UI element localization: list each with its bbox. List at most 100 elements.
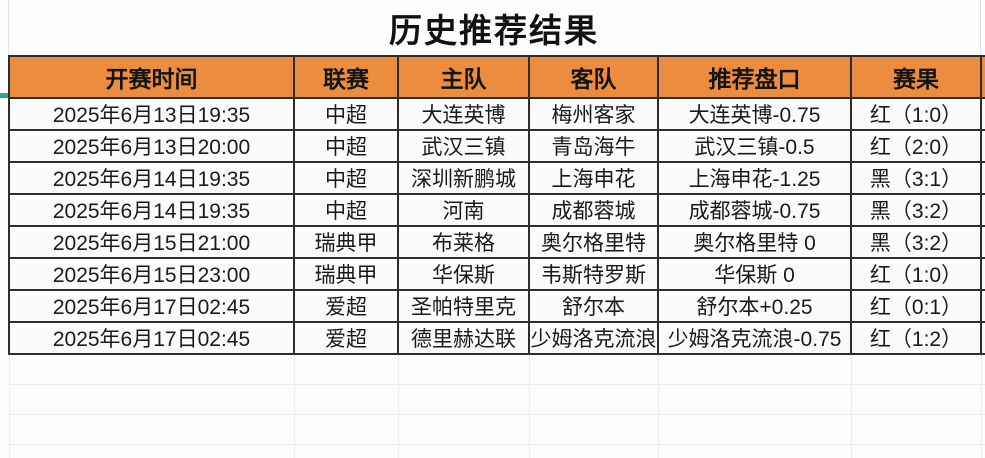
empty-cell: [980, 444, 985, 458]
title-bar: 历史推荐结果: [8, 0, 980, 55]
cell-away-team[interactable]: 舒尔本: [528, 289, 659, 323]
cell-result[interactable]: 黑（3:2）: [850, 193, 982, 227]
empty-cell[interactable]: [528, 444, 659, 458]
empty-cell[interactable]: [657, 384, 852, 415]
cell-home-team[interactable]: 德里赫达联: [397, 321, 530, 355]
cell-league[interactable]: 中超: [293, 161, 399, 195]
empty-cell: [980, 353, 985, 385]
cell-league[interactable]: 中超: [293, 129, 399, 163]
empty-cell: [980, 384, 985, 415]
cell-home-team[interactable]: 布莱格: [397, 225, 530, 259]
header-kickoff-time[interactable]: 开赛时间: [8, 55, 295, 99]
cell-away-team[interactable]: 少姆洛克流浪: [528, 321, 659, 355]
empty-cell[interactable]: [293, 353, 399, 385]
cell-kickoff-time[interactable]: 2025年6月14日19:35: [8, 161, 295, 195]
cell-clipped: [980, 161, 985, 195]
header-league[interactable]: 联赛: [293, 55, 399, 99]
cell-home-team[interactable]: 深圳新鹏城: [397, 161, 530, 195]
cell-clipped: [980, 289, 985, 323]
cell-clipped: [980, 225, 985, 259]
cell-away-team[interactable]: 青岛海牛: [528, 129, 659, 163]
empty-cell[interactable]: [657, 353, 852, 385]
cell-result[interactable]: 红（1:0）: [850, 257, 982, 291]
cell-result[interactable]: 红（0:1）: [850, 289, 982, 323]
cell-handicap[interactable]: 上海申花-1.25: [657, 161, 852, 195]
cell-result[interactable]: 红（1:0）: [850, 97, 982, 131]
empty-cell: [980, 414, 985, 445]
empty-cell[interactable]: [528, 414, 659, 445]
empty-sheet-row: [8, 414, 985, 445]
empty-cell[interactable]: [397, 444, 530, 458]
cell-away-team[interactable]: 上海申花: [528, 161, 659, 195]
empty-cell[interactable]: [8, 384, 295, 415]
cell-home-team[interactable]: 河南: [397, 193, 530, 227]
results-table: 开赛时间 联赛 主队 客队 推荐盘口 赛果 2025年6月13日19:35 中超…: [8, 55, 985, 458]
cell-kickoff-time[interactable]: 2025年6月14日19:35: [8, 193, 295, 227]
cell-result[interactable]: 红（1:2）: [850, 321, 982, 355]
cell-away-team[interactable]: 奥尔格里特: [528, 225, 659, 259]
cell-result[interactable]: 黑（3:2）: [850, 225, 982, 259]
empty-cell[interactable]: [397, 353, 530, 385]
empty-cell[interactable]: [850, 384, 982, 415]
cell-kickoff-time[interactable]: 2025年6月15日21:00: [8, 225, 295, 259]
cell-league[interactable]: 中超: [293, 97, 399, 131]
cell-league[interactable]: 中超: [293, 193, 399, 227]
empty-cell[interactable]: [397, 384, 530, 415]
header-home-team[interactable]: 主队: [397, 55, 530, 99]
cell-result[interactable]: 黑（3:1）: [850, 161, 982, 195]
empty-cell[interactable]: [850, 444, 982, 458]
cell-handicap[interactable]: 成都蓉城-0.75: [657, 193, 852, 227]
cell-clipped: [980, 129, 985, 163]
cell-kickoff-time[interactable]: 2025年6月15日23:00: [8, 257, 295, 291]
header-away-team[interactable]: 客队: [528, 55, 659, 99]
cell-handicap[interactable]: 舒尔本+0.25: [657, 289, 852, 323]
cell-away-team[interactable]: 梅州客家: [528, 97, 659, 131]
cell-home-team[interactable]: 华保斯: [397, 257, 530, 291]
empty-cell[interactable]: [397, 414, 530, 445]
cell-clipped: [980, 321, 985, 355]
sheet-gridline-left: [8, 0, 9, 55]
table-row: 2025年6月14日19:35 中超 河南 成都蓉城 成都蓉城-0.75 黑（3…: [8, 193, 985, 227]
cell-handicap[interactable]: 少姆洛克流浪-0.75: [657, 321, 852, 355]
empty-cell[interactable]: [8, 353, 295, 385]
cell-league[interactable]: 爱超: [293, 321, 399, 355]
cell-result[interactable]: 红（2:0）: [850, 129, 982, 163]
cell-league[interactable]: 爱超: [293, 289, 399, 323]
empty-cell[interactable]: [657, 444, 852, 458]
cell-league[interactable]: 瑞典甲: [293, 257, 399, 291]
table-row: 2025年6月13日19:35 中超 大连英博 梅州客家 大连英博-0.75 红…: [8, 97, 985, 131]
cell-kickoff-time[interactable]: 2025年6月13日19:35: [8, 97, 295, 131]
header-result[interactable]: 赛果: [850, 55, 982, 99]
cell-kickoff-time[interactable]: 2025年6月17日02:45: [8, 321, 295, 355]
cell-home-team[interactable]: 大连英博: [397, 97, 530, 131]
empty-cell[interactable]: [293, 414, 399, 445]
cell-kickoff-time[interactable]: 2025年6月13日20:00: [8, 129, 295, 163]
empty-cell[interactable]: [657, 414, 852, 445]
cell-handicap[interactable]: 武汉三镇-0.5: [657, 129, 852, 163]
header-clipped-cell: [980, 55, 985, 99]
cell-home-team[interactable]: 武汉三镇: [397, 129, 530, 163]
empty-cell[interactable]: [8, 444, 295, 458]
header-recommended-handicap[interactable]: 推荐盘口: [657, 55, 852, 99]
table-row: 2025年6月17日02:45 爱超 德里赫达联 少姆洛克流浪 少姆洛克流浪-0…: [8, 321, 985, 355]
empty-cell[interactable]: [8, 414, 295, 445]
cell-handicap[interactable]: 大连英博-0.75: [657, 97, 852, 131]
empty-cell[interactable]: [293, 384, 399, 415]
cell-clipped: [980, 193, 985, 227]
table-row: 2025年6月15日21:00 瑞典甲 布莱格 奥尔格里特 奥尔格里特 0 黑（…: [8, 225, 985, 259]
empty-cell[interactable]: [850, 414, 982, 445]
empty-cell[interactable]: [528, 384, 659, 415]
cell-home-team[interactable]: 圣帕特里克: [397, 289, 530, 323]
cell-away-team[interactable]: 韦斯特罗斯: [528, 257, 659, 291]
empty-cell[interactable]: [293, 444, 399, 458]
cell-away-team[interactable]: 成都蓉城: [528, 193, 659, 227]
cell-kickoff-time[interactable]: 2025年6月17日02:45: [8, 289, 295, 323]
sheet-gridline-right: [980, 0, 981, 55]
empty-sheet-row: [8, 444, 985, 458]
cell-handicap[interactable]: 奥尔格里特 0: [657, 225, 852, 259]
empty-cell[interactable]: [528, 353, 659, 385]
cell-handicap[interactable]: 华保斯 0: [657, 257, 852, 291]
cell-league[interactable]: 瑞典甲: [293, 225, 399, 259]
empty-cell[interactable]: [850, 353, 982, 385]
cell-clipped: [980, 257, 985, 291]
